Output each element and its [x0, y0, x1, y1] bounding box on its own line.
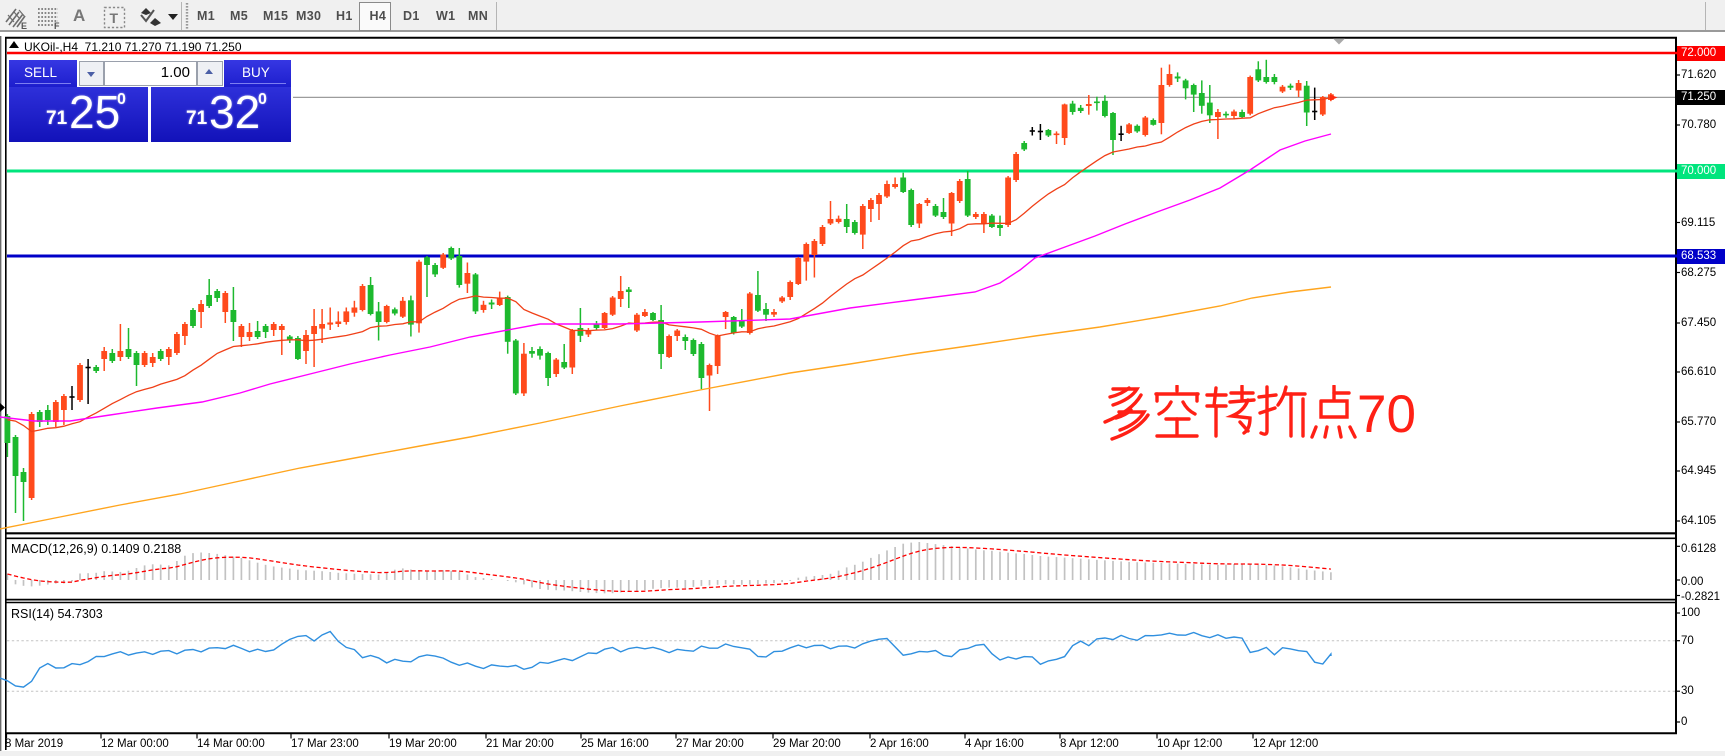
svg-text:F: F	[54, 21, 60, 30]
svg-text:E: E	[21, 21, 27, 30]
svg-text:70: 70	[1357, 385, 1416, 444]
svg-text:T: T	[110, 10, 119, 26]
